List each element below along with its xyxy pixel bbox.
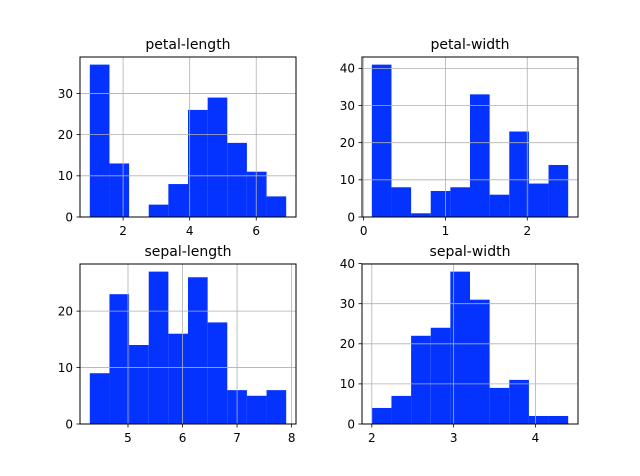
sepal-width-bar	[528, 415, 549, 424]
sepal-length-bar	[89, 373, 110, 424]
petal-length-y-tick-label: 30	[58, 87, 73, 101]
sepal-length-y-tick-label: 0	[65, 417, 73, 431]
petal-width-y-tick-label: 40	[340, 62, 355, 76]
petal-width-bar	[411, 213, 431, 217]
sepal-width-bar	[548, 415, 569, 424]
sepal-width-x-tick-label: 3	[450, 431, 458, 445]
sepal-width-bar	[411, 335, 431, 424]
sepal-length-bar	[148, 271, 169, 424]
petal-width-bar	[489, 194, 510, 217]
sepal-length-x-tick-label: 7	[233, 431, 241, 445]
petal-length-y-tick-label: 0	[65, 210, 73, 224]
petal-length-bar	[168, 184, 188, 217]
petal-width-x-tick-label: 2	[523, 224, 531, 238]
petal-length-x-tick-label: 6	[252, 224, 260, 238]
petal-length-y-tick-label: 20	[58, 128, 73, 142]
petal-width-bar	[391, 187, 412, 217]
petal-width-bar	[528, 183, 549, 217]
petal-length-axes-frame	[79, 56, 297, 218]
petal-length-bar	[109, 163, 130, 217]
sepal-length-bar	[109, 294, 130, 424]
sepal-width-title: sepal-width	[430, 244, 511, 260]
petal-width-bar	[430, 190, 451, 217]
petal-length-bar	[227, 142, 247, 217]
sepal-width-bar	[470, 299, 490, 424]
petal-width-x-tick-label: 1	[442, 224, 450, 238]
sepal-width-y-tick-label: 30	[340, 297, 355, 311]
petal-length-bar	[207, 97, 228, 217]
sepal-width-x-tick-label: 4	[532, 431, 540, 445]
sepal-length-bar	[168, 333, 188, 424]
petal-length-x-tick-label: 2	[119, 224, 127, 238]
petal-width-y-tick-label: 30	[340, 99, 355, 113]
sepal-length-bar	[188, 277, 208, 424]
petal-length-y-tick-label: 10	[58, 169, 73, 183]
petal-width-title: petal-width	[430, 37, 509, 53]
petal-length-bar	[188, 109, 208, 217]
petal-length-title: petal-length	[145, 37, 230, 53]
petal-width-y-tick-label: 0	[347, 210, 355, 224]
sepal-length-bar	[207, 322, 228, 424]
sepal-width-bar	[371, 407, 392, 424]
petal-length-bar	[89, 64, 110, 218]
petal-width-y-tick-label: 20	[340, 136, 355, 150]
petal-width-bar	[470, 94, 490, 217]
sepal-length-axes-frame	[79, 263, 297, 425]
petal-length-panel: 2 4 6 0 10 20 30 petal-length	[58, 37, 297, 238]
petal-width-y-tick-label: 10	[340, 173, 355, 187]
sepal-width-bar	[489, 387, 510, 424]
petal-length-x-tick-label: 4	[186, 224, 194, 238]
sepal-length-bar	[129, 344, 149, 424]
petal-width-bar	[548, 164, 569, 217]
sepal-width-y-tick-label: 20	[340, 337, 355, 351]
sepal-width-bar	[509, 379, 529, 424]
sepal-length-panel: 5 6 7 8 0 10 20 sepal-length	[58, 244, 297, 445]
sepal-length-bar	[246, 395, 267, 424]
sepal-length-x-tick-label: 8	[288, 431, 296, 445]
sepal-length-y-tick-label: 20	[58, 304, 73, 318]
petal-length-bar	[246, 171, 267, 217]
sepal-length-y-tick-label: 10	[58, 361, 73, 375]
sepal-width-y-tick-label: 40	[340, 257, 355, 271]
petal-width-bar	[371, 64, 392, 218]
sepal-length-x-tick-label: 6	[179, 431, 187, 445]
petal-length-bar	[266, 196, 287, 217]
sepal-length-title: sepal-length	[145, 244, 232, 260]
sepal-length-x-tick-label: 5	[124, 431, 132, 445]
sepal-width-y-tick-label: 0	[347, 417, 355, 431]
sepal-width-bar	[430, 327, 451, 424]
petal-width-bar	[450, 187, 470, 217]
sepal-width-x-tick-label: 2	[368, 431, 376, 445]
sepal-width-y-tick-label: 10	[340, 377, 355, 391]
sepal-width-bar	[450, 271, 470, 424]
petal-width-bar	[509, 131, 529, 217]
petal-width-x-tick-label: 0	[360, 224, 368, 238]
sepal-length-bar	[266, 390, 287, 424]
petal-length-bar	[148, 204, 169, 217]
sepal-width-bar	[391, 395, 412, 424]
petal-width-axes-frame	[361, 56, 579, 218]
